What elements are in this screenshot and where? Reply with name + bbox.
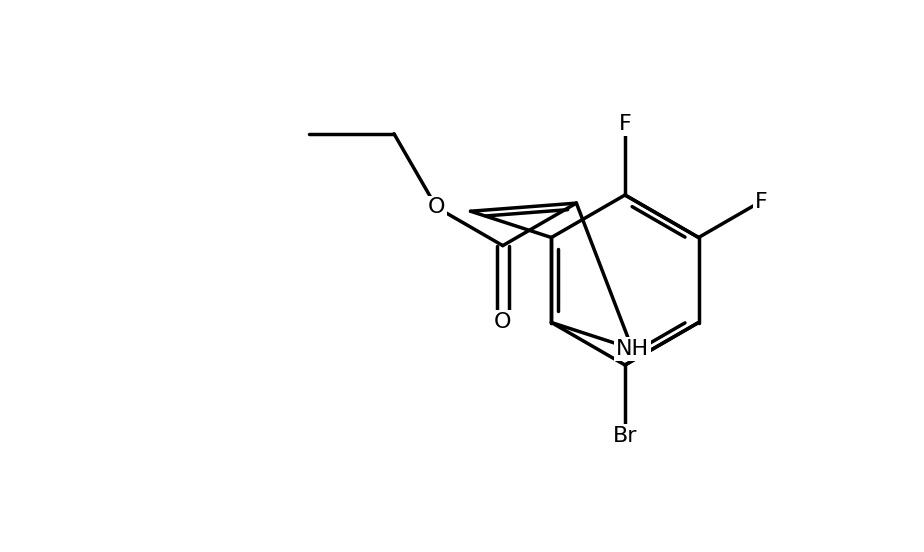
Text: Br: Br — [613, 426, 638, 446]
Text: F: F — [619, 114, 631, 134]
Text: O: O — [494, 312, 512, 332]
Text: O: O — [428, 198, 445, 217]
Text: F: F — [755, 192, 767, 211]
Text: NH: NH — [615, 339, 649, 359]
